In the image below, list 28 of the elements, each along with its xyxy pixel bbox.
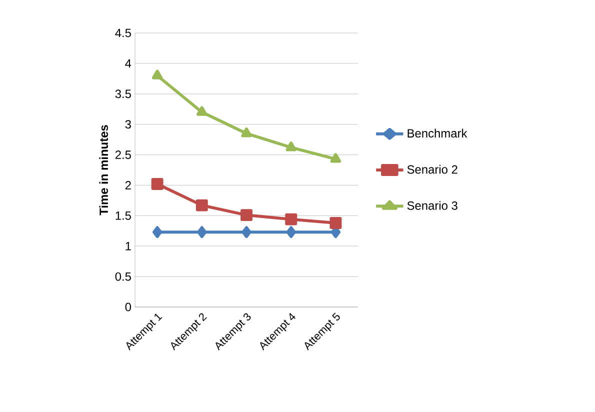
point [240,209,252,222]
point [286,226,296,238]
point [152,70,163,80]
point [196,199,208,212]
y-tick-label: 0.5 [115,272,131,281]
y-tick-label: 1 [126,242,131,250]
y-tick-label: 0 [125,302,132,312]
legend-label: Senario 2 [407,164,458,174]
y-tick-label: 3 [125,120,131,129]
legend-label: Benchmark [408,128,468,138]
y-axis-title: Time in minutes [99,125,108,216]
y-tick-label: 3.5 [115,90,131,98]
point [151,178,164,190]
point [330,216,342,229]
point [196,106,208,116]
legend-label: Senario 3 [407,201,458,210]
point [152,226,162,238]
y-tick-label: 2 [125,181,131,190]
point [286,141,296,152]
y-tick-label: 1.5 [116,212,131,220]
y-tick-label: 4 [125,59,132,68]
point [285,213,298,226]
point [241,127,252,138]
y-tick-label: 4.5 [115,28,131,38]
point [330,153,342,163]
y-tick-label: 2.5 [115,150,131,159]
point [242,226,252,238]
point [197,226,207,238]
